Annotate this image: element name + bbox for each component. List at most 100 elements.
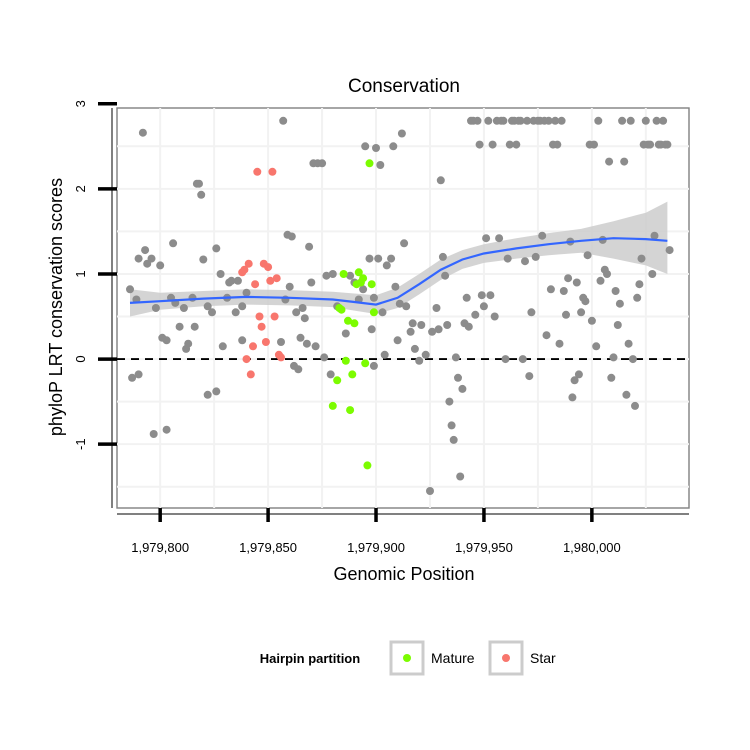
y-tick-label: 0: [73, 355, 88, 362]
point-other: [475, 140, 484, 149]
point-other: [631, 401, 639, 410]
point-other: [184, 339, 193, 348]
point-mature: [328, 401, 337, 410]
point-star: [261, 338, 270, 346]
point-other: [395, 299, 404, 308]
point-other: [374, 254, 383, 263]
point-other: [322, 271, 331, 280]
point-mature: [350, 319, 359, 328]
point-other: [175, 322, 184, 331]
point-star: [266, 276, 275, 285]
point-other: [486, 291, 495, 300]
point-other: [637, 254, 646, 263]
y-tick-label: -1: [73, 438, 88, 450]
point-other: [372, 144, 380, 152]
point-other: [618, 116, 627, 125]
point-other: [391, 282, 400, 291]
point-other: [328, 270, 337, 278]
point-other: [218, 342, 227, 351]
point-other: [147, 254, 156, 263]
point-other: [516, 116, 525, 125]
point-other: [615, 299, 624, 308]
point-other: [479, 302, 488, 311]
smooth-line: [129, 237, 668, 306]
point-other: [417, 321, 426, 329]
point-other: [134, 370, 143, 379]
point-other: [203, 390, 212, 399]
point-other: [307, 278, 316, 287]
point-other: [523, 116, 532, 125]
point-other: [436, 176, 445, 185]
point-other: [620, 157, 629, 166]
point-other: [162, 336, 171, 345]
point-other: [428, 327, 437, 336]
x-tick-label: 1,979,800: [131, 540, 189, 555]
point-other: [346, 271, 355, 280]
point-other: [449, 435, 458, 444]
point-star: [246, 370, 255, 379]
legend: Hairpin partition Mature Star: [260, 640, 556, 676]
point-mature: [333, 376, 342, 385]
point-other: [300, 314, 309, 323]
point-other: [605, 157, 614, 166]
point-other: [596, 276, 605, 285]
point-other: [527, 308, 536, 317]
point-mature: [369, 308, 378, 317]
point-star: [249, 342, 257, 351]
point-other: [477, 291, 486, 300]
point-other: [574, 370, 583, 379]
point-other: [611, 287, 620, 295]
point-other: [458, 384, 467, 393]
legend-label-mature: Mature: [431, 650, 475, 666]
point-other: [190, 322, 199, 331]
point-other: [624, 339, 633, 348]
point-other: [369, 293, 378, 302]
point-other: [227, 276, 236, 285]
point-other: [609, 353, 618, 362]
point-other: [538, 231, 547, 240]
point-other: [292, 308, 301, 317]
point-other: [382, 261, 391, 270]
point-other: [410, 344, 419, 353]
point-other: [426, 487, 434, 495]
point-other: [138, 128, 147, 137]
point-other: [162, 425, 171, 434]
point-other: [212, 244, 221, 253]
point-other: [495, 234, 504, 243]
point-other: [311, 342, 320, 351]
point-other: [626, 116, 635, 125]
point-other: [199, 255, 208, 264]
point-other: [594, 116, 603, 125]
point-other: [490, 312, 499, 321]
point-other: [445, 397, 454, 406]
point-other: [555, 339, 564, 348]
point-other: [462, 293, 471, 302]
point-other: [570, 376, 579, 385]
point-other: [499, 116, 508, 125]
point-other: [587, 316, 596, 325]
x-tick-label: 1,979,950: [455, 540, 513, 555]
point-other: [454, 373, 462, 382]
point-other: [613, 321, 622, 329]
legend-dot-star: [502, 654, 510, 662]
point-star: [270, 312, 279, 321]
point-other: [285, 282, 294, 291]
point-other: [559, 287, 568, 295]
point-other: [652, 116, 661, 125]
point-other: [501, 355, 510, 364]
point-other: [400, 239, 409, 248]
point-other: [650, 231, 659, 240]
x-axis-title: Genomic Position: [333, 564, 474, 584]
point-other: [568, 393, 577, 402]
point-other: [544, 116, 553, 125]
point-other: [294, 365, 303, 374]
y-tick-label: 1: [73, 270, 88, 277]
point-mature: [361, 359, 370, 368]
point-other: [302, 339, 311, 348]
points: [126, 116, 674, 495]
point-other: [151, 304, 160, 312]
point-star: [244, 259, 253, 268]
point-mature: [341, 356, 350, 365]
point-mature: [346, 406, 355, 415]
